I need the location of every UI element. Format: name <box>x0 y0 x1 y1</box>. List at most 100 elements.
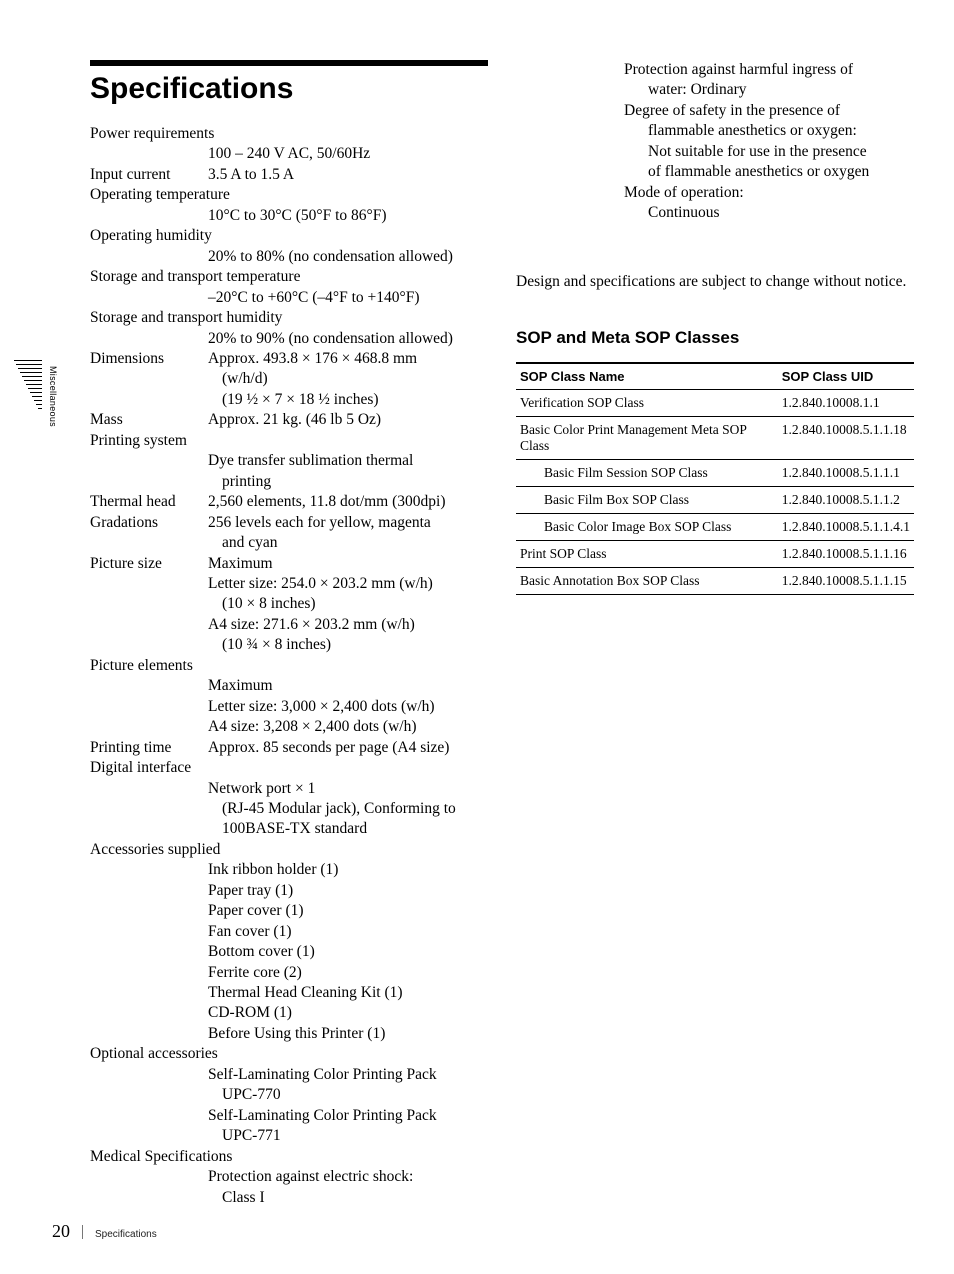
sop-uid-cell: 1.2.840.10008.5.1.1.16 <box>778 541 914 568</box>
sop-name-cell: Basic Film Box SOP Class <box>516 487 778 514</box>
table-row: Basic Annotation Box SOP Class1.2.840.10… <box>516 568 914 595</box>
spec-value: Network port × 1(RJ-45 Modular jack), Co… <box>208 779 488 840</box>
spec-row: Ink ribbon holder (1)Paper tray (1)Paper… <box>90 860 488 1044</box>
spec-value: Protection against electric shock:Class … <box>208 1167 488 1208</box>
spec-row: Thermal head2,560 elements, 11.8 dot/mm … <box>90 492 488 512</box>
spec-label <box>90 247 208 267</box>
spec-row: 20% to 80% (no condensation allowed) <box>90 247 488 267</box>
spec-row: 10°C to 30°C (50°F to 86°F) <box>90 206 488 226</box>
sop-uid-cell: 1.2.840.10008.5.1.1.18 <box>778 417 914 460</box>
table-row: Verification SOP Class1.2.840.10008.1.1 <box>516 390 914 417</box>
spec-value: Approx. 21 kg. (46 lb 5 Oz) <box>208 410 488 430</box>
spec-text: of flammable anesthetics or oxygen <box>624 162 914 182</box>
spec-row: Protection against electric shock:Class … <box>90 1167 488 1208</box>
sop-name-cell: Basic Annotation Box SOP Class <box>516 568 778 595</box>
spec-label: Optional accessories <box>90 1044 488 1064</box>
spec-label <box>90 329 208 349</box>
table-row: Basic Color Print Management Meta SOP Cl… <box>516 417 914 460</box>
tab-lines <box>14 360 42 409</box>
spec-label: Medical Specifications <box>90 1147 488 1167</box>
side-tab: Miscellaneous <box>14 360 58 427</box>
spec-text: Not suitable for use in the presence <box>624 142 914 162</box>
spec-list: Power requirements100 – 240 V AC, 50/60H… <box>90 124 488 1208</box>
sop-col-uid: SOP Class UID <box>778 363 914 390</box>
heading-rule <box>90 60 488 66</box>
spec-row: Network port × 1(RJ-45 Modular jack), Co… <box>90 779 488 840</box>
right-column: Protection against harmful ingress ofwat… <box>516 60 914 1208</box>
sop-uid-cell: 1.2.840.10008.5.1.1.4.1 <box>778 514 914 541</box>
spec-value: 256 levels each for yellow, magentaand c… <box>208 513 488 554</box>
sop-uid-cell: 1.2.840.10008.5.1.1.15 <box>778 568 914 595</box>
sop-uid-cell: 1.2.840.10008.1.1 <box>778 390 914 417</box>
change-notice: Design and specifications are subject to… <box>516 272 914 292</box>
right-top-block: Protection against harmful ingress ofwat… <box>516 60 914 224</box>
spec-value: 2,560 elements, 11.8 dot/mm (300dpi) <box>208 492 488 512</box>
sop-name-cell: Basic Film Session SOP Class <box>516 460 778 487</box>
spec-label: Picture elements <box>90 656 488 676</box>
spec-value: Approx. 85 seconds per page (A4 size) <box>208 738 488 758</box>
spec-value: Approx. 493.8 × 176 × 468.8 mm(w/h/d)(19… <box>208 349 488 410</box>
spec-label: Operating humidity <box>90 226 488 246</box>
spec-label: Storage and transport temperature <box>90 267 488 287</box>
spec-row: Self-Laminating Color Printing PackUPC-7… <box>90 1065 488 1147</box>
sop-uid-cell: 1.2.840.10008.5.1.1.1 <box>778 460 914 487</box>
page-footer: 20 Specifications <box>52 1221 157 1242</box>
table-row: Basic Color Image Box SOP Class1.2.840.1… <box>516 514 914 541</box>
tab-label: Miscellaneous <box>46 366 58 427</box>
spec-text: Protection against harmful ingress of <box>624 60 914 80</box>
spec-value: 3.5 A to 1.5 A <box>208 165 488 185</box>
spec-label: Thermal head <box>90 492 208 512</box>
spec-value: 20% to 80% (no condensation allowed) <box>208 247 488 267</box>
spec-row: Input current3.5 A to 1.5 A <box>90 165 488 185</box>
spec-label: Storage and transport humidity <box>90 308 488 328</box>
spec-label: Printing system <box>90 431 488 451</box>
page-number: 20 <box>52 1221 70 1242</box>
spec-text: Degree of safety in the presence of <box>624 101 914 121</box>
spec-row: DimensionsApprox. 493.8 × 176 × 468.8 mm… <box>90 349 488 410</box>
sop-uid-cell: 1.2.840.10008.5.1.1.2 <box>778 487 914 514</box>
spec-label: Mass <box>90 410 208 430</box>
spec-row: Gradations256 levels each for yellow, ma… <box>90 513 488 554</box>
spec-row: MassApprox. 21 kg. (46 lb 5 Oz) <box>90 410 488 430</box>
footer-divider <box>82 1225 83 1239</box>
spec-text: Continuous <box>624 203 914 223</box>
spec-label: Picture size <box>90 554 208 656</box>
spec-row: 20% to 90% (no condensation allowed) <box>90 329 488 349</box>
spec-label: Digital interface <box>90 758 488 778</box>
spec-text: Mode of operation: <box>624 183 914 203</box>
spec-row: Picture sizeMaximumLetter size: 254.0 × … <box>90 554 488 656</box>
spec-value: –20°C to +60°C (–4°F to +140°F) <box>208 288 488 308</box>
spec-label: Operating temperature <box>90 185 488 205</box>
spec-value: 100 – 240 V AC, 50/60Hz <box>208 144 488 164</box>
sop-heading: SOP and Meta SOP Classes <box>516 328 914 348</box>
footer-section: Specifications <box>95 1229 157 1240</box>
spec-text: water: Ordinary <box>624 80 914 100</box>
spec-label: Gradations <box>90 513 208 554</box>
spec-row: Printing timeApprox. 85 seconds per page… <box>90 738 488 758</box>
sop-name-cell: Basic Color Print Management Meta SOP Cl… <box>516 417 778 460</box>
spec-label <box>90 206 208 226</box>
spec-label: Accessories supplied <box>90 840 488 860</box>
sop-name-cell: Verification SOP Class <box>516 390 778 417</box>
spec-row: 100 – 240 V AC, 50/60Hz <box>90 144 488 164</box>
spec-value: 20% to 90% (no condensation allowed) <box>208 329 488 349</box>
spec-value: MaximumLetter size: 254.0 × 203.2 mm (w/… <box>208 554 488 656</box>
sop-table: SOP Class Name SOP Class UID Verificatio… <box>516 362 914 595</box>
spec-value: MaximumLetter size: 3,000 × 2,400 dots (… <box>208 676 488 737</box>
spec-row: MaximumLetter size: 3,000 × 2,400 dots (… <box>90 676 488 737</box>
spec-row: Dye transfer sublimation thermalprinting <box>90 451 488 492</box>
spec-label: Input current <box>90 165 208 185</box>
spec-label <box>90 860 208 1044</box>
spec-label <box>90 1065 208 1147</box>
spec-label: Printing time <box>90 738 208 758</box>
spec-label <box>90 1167 208 1208</box>
sop-name-cell: Print SOP Class <box>516 541 778 568</box>
left-column: Specifications Power requirements100 – 2… <box>90 60 488 1208</box>
spec-label <box>90 451 208 492</box>
page-title: Specifications <box>90 72 488 106</box>
spec-row: –20°C to +60°C (–4°F to +140°F) <box>90 288 488 308</box>
spec-label <box>90 288 208 308</box>
spec-value: Self-Laminating Color Printing PackUPC-7… <box>208 1065 488 1147</box>
spec-text: flammable anesthetics or oxygen: <box>624 121 914 141</box>
spec-label <box>90 144 208 164</box>
